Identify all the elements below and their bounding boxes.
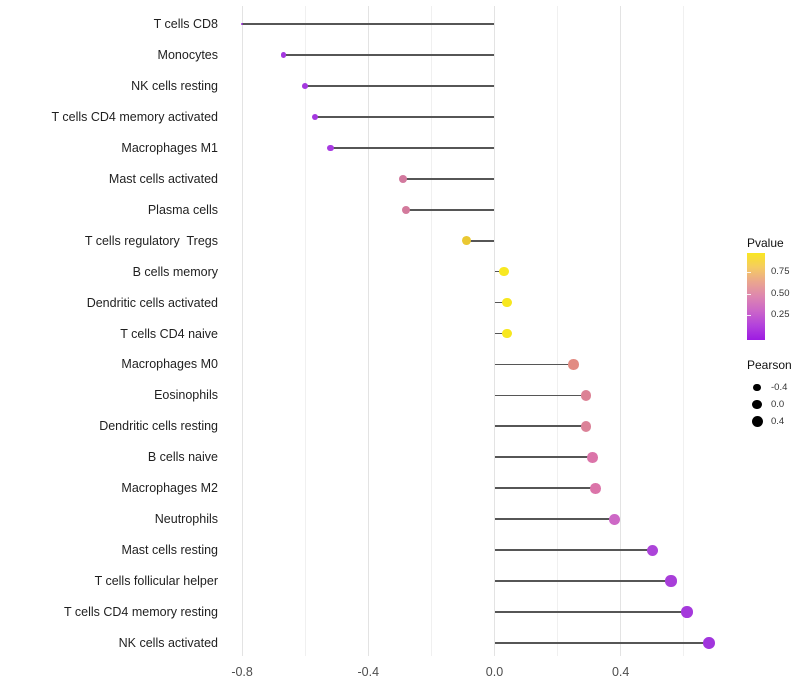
category-label: Dendritic cells resting bbox=[99, 419, 218, 434]
pvalue-tick-label: 0.25 bbox=[771, 309, 790, 321]
gridline bbox=[304, 6, 306, 656]
lollipop-dot bbox=[502, 328, 512, 339]
category-label: T cells follicular helper bbox=[94, 574, 218, 589]
lollipop-dot bbox=[568, 359, 579, 370]
lollipop-dot bbox=[311, 113, 318, 120]
lollipop-stem bbox=[494, 518, 615, 521]
category-label: Eosinophils bbox=[154, 388, 218, 403]
gridline bbox=[557, 6, 559, 656]
category-label: T cells regulatory Tregs bbox=[84, 233, 218, 248]
lollipop-stem bbox=[494, 363, 574, 366]
lollipop-dot bbox=[302, 82, 309, 89]
gridline bbox=[683, 6, 685, 656]
pvalue-tick-mark bbox=[747, 315, 751, 317]
lollipop-dot bbox=[461, 236, 471, 246]
pvalue-tick-label: 0.50 bbox=[771, 287, 790, 299]
category-label: NK cells activated bbox=[118, 636, 218, 650]
category-label: Macrophages M2 bbox=[121, 481, 218, 496]
pvalue-tick-mark bbox=[747, 271, 751, 273]
lollipop-dot bbox=[646, 544, 658, 556]
category-label: T cells CD4 naive bbox=[120, 326, 218, 341]
lollipop-stem bbox=[494, 456, 593, 459]
lollipop-dot bbox=[580, 421, 592, 432]
lollipop-stem bbox=[466, 239, 495, 242]
category-label: Mast cells resting bbox=[121, 543, 218, 558]
category-label: Plasma cells bbox=[147, 202, 218, 217]
lollipop-stem bbox=[494, 580, 672, 582]
category-label: T cells CD8 bbox=[153, 17, 218, 31]
category-label: Monocytes bbox=[157, 47, 218, 62]
lollipop-stem bbox=[403, 177, 495, 180]
lollipop-stem bbox=[494, 487, 596, 490]
category-label: Macrophages M0 bbox=[121, 357, 218, 372]
lollipop-stem bbox=[494, 394, 586, 397]
lollipop-stem bbox=[494, 425, 586, 428]
pvalue-tick-label: 0.75 bbox=[771, 265, 790, 277]
lollipop-stem bbox=[494, 549, 653, 552]
x-tick-label: 0.0 bbox=[485, 665, 504, 679]
lollipop-stem bbox=[406, 208, 495, 211]
x-tick-label: -0.8 bbox=[231, 665, 253, 679]
lollipop-stem bbox=[330, 146, 495, 149]
lollipop-dot bbox=[681, 606, 693, 618]
lollipop-dot bbox=[609, 513, 620, 525]
lollipop-dot bbox=[665, 575, 677, 587]
pearson-legend-title: Pearson bbox=[747, 358, 792, 372]
lollipop-stem bbox=[494, 332, 508, 335]
lollipop-stem bbox=[494, 611, 687, 613]
category-label: Macrophages M1 bbox=[121, 140, 218, 155]
category-label: Dendritic cells activated bbox=[86, 295, 218, 310]
pearson-legend-label: 0.0 bbox=[771, 398, 785, 410]
pearson-legend-label: 0.4 bbox=[771, 415, 785, 427]
gridline bbox=[367, 6, 369, 656]
lollipop-stem bbox=[494, 642, 710, 644]
pvalue-tick-mark bbox=[747, 293, 751, 295]
lollipop-dot bbox=[280, 52, 286, 58]
category-label: B cells memory bbox=[132, 264, 218, 279]
lollipop-stem bbox=[283, 54, 495, 56]
lollipop-stem bbox=[494, 301, 508, 304]
lollipop-dot bbox=[703, 637, 715, 649]
lollipop-dot bbox=[590, 482, 601, 494]
pearson-legend-dot bbox=[752, 399, 762, 410]
gridline bbox=[430, 6, 432, 656]
pearson-legend-label: -0.4 bbox=[771, 381, 788, 393]
lollipop-dot bbox=[327, 144, 334, 152]
lollipop-stem bbox=[305, 85, 495, 87]
lollipop-stem bbox=[242, 23, 495, 25]
category-label: NK cells resting bbox=[131, 78, 218, 93]
x-tick-label: -0.4 bbox=[357, 665, 380, 679]
gridline bbox=[620, 6, 622, 656]
lollipop-dot bbox=[240, 22, 244, 26]
lollipop-dot bbox=[580, 390, 592, 401]
lollipop-stem bbox=[494, 270, 504, 273]
category-label: Neutrophils bbox=[154, 512, 218, 527]
lollipop-dot bbox=[402, 205, 411, 214]
pearson-legend-dot bbox=[751, 416, 763, 427]
lollipop-dot bbox=[502, 297, 512, 308]
category-label: B cells naive bbox=[147, 450, 218, 465]
pvalue-legend-title: Pvalue bbox=[747, 236, 784, 250]
category-label: T cells CD4 memory resting bbox=[64, 605, 218, 620]
x-tick-label: 0.4 bbox=[611, 665, 630, 679]
lollipop-stem bbox=[314, 115, 495, 118]
pvalue-gradient-bar bbox=[747, 253, 765, 340]
lollipop-dot bbox=[587, 452, 598, 463]
lollipop-dot bbox=[399, 174, 407, 183]
category-label: T cells CD4 memory activated bbox=[51, 109, 219, 124]
gridline bbox=[241, 6, 243, 656]
gridline bbox=[494, 6, 495, 656]
category-label: Mast cells activated bbox=[108, 171, 218, 186]
lollipop-dot bbox=[499, 266, 509, 277]
pearson-legend-dot bbox=[753, 383, 761, 392]
